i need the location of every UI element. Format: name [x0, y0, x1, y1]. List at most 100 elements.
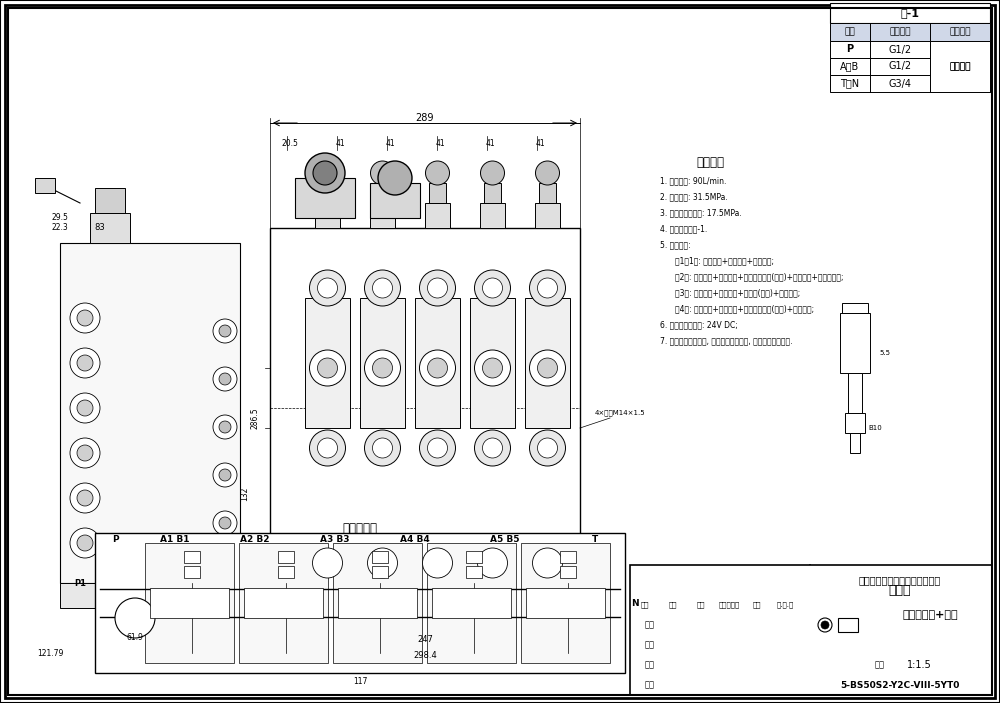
- Bar: [810, 675, 990, 695]
- Text: 5. 控制方式:: 5. 控制方式:: [660, 240, 691, 250]
- Text: 298.4: 298.4: [413, 650, 437, 659]
- Circle shape: [428, 278, 448, 298]
- Circle shape: [115, 598, 155, 638]
- Bar: [35, 178, 55, 193]
- Text: 41: 41: [535, 138, 545, 148]
- Text: 密封形式: 密封形式: [949, 27, 971, 37]
- Circle shape: [77, 445, 93, 461]
- Text: 油口: 油口: [845, 27, 855, 37]
- Bar: [95, 188, 125, 213]
- Text: 第2路: 手动控制+弹簧复位+齿排单稳触点(常开)+锁型阀杆+过流补油阀;: 第2路: 手动控制+弹簧复位+齿排单稳触点(常开)+锁型阀杆+过流补油阀;: [675, 273, 844, 281]
- Text: 289: 289: [416, 113, 434, 123]
- Text: 121.79: 121.79: [37, 648, 63, 657]
- Text: A4 B4: A4 B4: [400, 536, 430, 545]
- Bar: [315, 203, 340, 228]
- Bar: [372, 551, 388, 563]
- Circle shape: [426, 161, 450, 185]
- Text: 6. 电磁卸荷阀电压: 24V DC;: 6. 电磁卸荷阀电压: 24V DC;: [660, 321, 738, 330]
- Bar: [333, 543, 422, 663]
- Bar: [466, 551, 482, 563]
- Bar: [525, 298, 570, 428]
- Bar: [415, 298, 460, 428]
- Bar: [145, 543, 234, 663]
- Circle shape: [530, 430, 566, 466]
- Bar: [484, 183, 501, 203]
- Circle shape: [213, 319, 237, 343]
- Text: A1 B1: A1 B1: [160, 536, 190, 545]
- Text: 平面密封: 平面密封: [949, 62, 971, 71]
- Circle shape: [318, 438, 338, 458]
- Bar: [535, 203, 560, 228]
- Bar: [848, 373, 862, 413]
- Bar: [244, 588, 323, 618]
- Circle shape: [70, 303, 100, 333]
- Circle shape: [364, 350, 400, 386]
- Circle shape: [364, 430, 400, 466]
- Circle shape: [364, 270, 400, 306]
- Bar: [360, 298, 405, 428]
- Bar: [370, 183, 420, 218]
- Bar: [539, 183, 556, 203]
- Bar: [427, 543, 516, 663]
- Bar: [278, 566, 294, 578]
- Text: 2. 最高压力: 31.5MPa.: 2. 最高压力: 31.5MPa.: [660, 193, 728, 202]
- Text: 286.5: 286.5: [250, 407, 260, 429]
- Circle shape: [213, 463, 237, 487]
- Text: 5-BS50S2-Y2C-VIII-5YT0: 5-BS50S2-Y2C-VIII-5YT0: [840, 681, 960, 690]
- Circle shape: [420, 350, 456, 386]
- Text: 4. 油口尺寸见表-1.: 4. 油口尺寸见表-1.: [660, 224, 707, 233]
- Text: 贵州博信丰盛液压科技有限公司: 贵州博信丰盛液压科技有限公司: [859, 575, 941, 585]
- Bar: [295, 178, 355, 218]
- Text: 表-1: 表-1: [900, 8, 920, 18]
- Text: P1: P1: [74, 579, 86, 588]
- Text: 41: 41: [335, 138, 345, 148]
- Circle shape: [310, 270, 346, 306]
- Bar: [560, 551, 576, 563]
- Circle shape: [70, 483, 100, 513]
- Circle shape: [478, 548, 508, 578]
- Circle shape: [312, 548, 342, 578]
- Circle shape: [77, 535, 93, 551]
- Bar: [838, 618, 858, 632]
- Circle shape: [530, 350, 566, 386]
- Text: 41: 41: [435, 138, 445, 148]
- Circle shape: [77, 490, 93, 506]
- Circle shape: [310, 430, 346, 466]
- Circle shape: [213, 415, 237, 439]
- Bar: [305, 298, 350, 428]
- Circle shape: [538, 438, 558, 458]
- Circle shape: [219, 421, 231, 433]
- Bar: [630, 565, 992, 695]
- Text: P: P: [846, 44, 854, 55]
- Bar: [521, 543, 610, 663]
- Text: 螺纹规格: 螺纹规格: [889, 27, 911, 37]
- Bar: [830, 41, 990, 58]
- Circle shape: [70, 393, 100, 423]
- Text: 年.月.日: 年.月.日: [776, 602, 794, 608]
- Bar: [365, 538, 400, 588]
- Circle shape: [475, 350, 511, 386]
- Text: B10: B10: [868, 425, 882, 431]
- Bar: [830, 23, 990, 41]
- Bar: [429, 183, 446, 203]
- Bar: [372, 566, 388, 578]
- Circle shape: [219, 325, 231, 337]
- Bar: [810, 565, 990, 615]
- Circle shape: [482, 358, 503, 378]
- Text: 3. 安全阀调定压力: 17.5MPa.: 3. 安全阀调定压力: 17.5MPa.: [660, 209, 742, 217]
- Circle shape: [422, 548, 452, 578]
- Text: 第3路: 手动控制+弹簧复位+双稳点(常开)+锁型阀杆;: 第3路: 手动控制+弹簧复位+双稳点(常开)+锁型阀杆;: [675, 288, 800, 297]
- Circle shape: [372, 358, 392, 378]
- Text: 1:1.5: 1:1.5: [907, 660, 931, 670]
- Circle shape: [77, 400, 93, 416]
- Text: 五联多路阀+触点: 五联多路阀+触点: [902, 610, 958, 620]
- Circle shape: [219, 469, 231, 481]
- Text: 校对: 校对: [645, 661, 655, 669]
- Bar: [850, 433, 860, 453]
- Text: 处数: 处数: [669, 602, 677, 608]
- Bar: [60, 243, 240, 583]
- Text: 22.3: 22.3: [52, 224, 68, 233]
- Bar: [150, 588, 229, 618]
- Bar: [870, 655, 969, 675]
- Text: 签名: 签名: [753, 602, 761, 608]
